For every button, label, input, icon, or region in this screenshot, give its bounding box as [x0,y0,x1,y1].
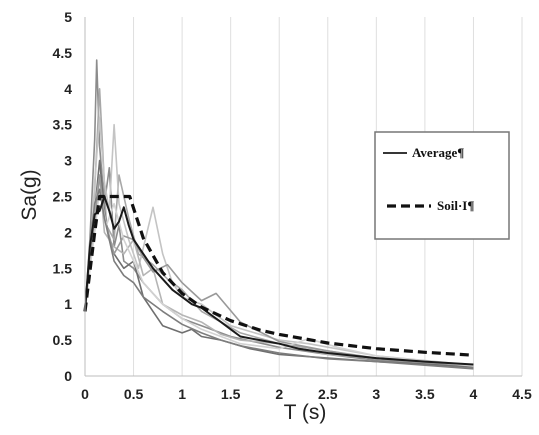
y-tick-label: 3.5 [53,117,73,133]
series-record-line [84,159,474,368]
y-tick-label: 0 [64,368,72,384]
y-tick-label: 1.5 [53,260,73,276]
x-tick-label: 0.5 [124,386,144,402]
legend: Average¶ Soil·I¶ [374,131,510,240]
y-tick-label: 2.5 [53,189,73,205]
legend-box [374,131,510,240]
y-tick-label: 4 [64,81,72,97]
series-record-line [84,188,474,370]
y-tick-label: 4.5 [53,45,73,61]
legend-average-label: Average¶ [412,145,464,160]
legend-soil-label: Soil·I¶ [437,198,474,213]
axes [84,17,522,377]
x-tick-label: 3 [372,386,380,402]
x-tick-label: 2.5 [318,386,338,402]
y-tick-label: 3 [64,153,72,169]
x-tick-label: 4 [470,386,478,402]
series-soil-line [83,194,474,357]
x-tick-label: 1 [178,386,186,402]
series-record-line [84,174,474,367]
x-tick-label: 4.5 [512,386,532,402]
x-tick-label: 0 [81,386,89,402]
x-tick-label: 1.5 [221,386,241,402]
y-tick-label: 1 [64,296,72,312]
x-tick-label: 2 [275,386,283,402]
y-tick-label: 5 [64,9,72,25]
y-tick-label: 2 [64,224,72,240]
x-tick-label: 3.5 [415,386,435,402]
y-tick-label: 0.5 [53,332,73,348]
tick-labels: 0 0.5 1 1.5 2 2.5 3 3.5 4 4.5 0 0.5 1 1.5 2 2.5 3 3.5 4 4.5… [53,9,532,402]
x-axis-title: T (s) [284,401,327,424]
series-layer [83,59,474,370]
series-average-line [84,195,474,366]
y-axis-title: Sa(g) [18,169,41,220]
